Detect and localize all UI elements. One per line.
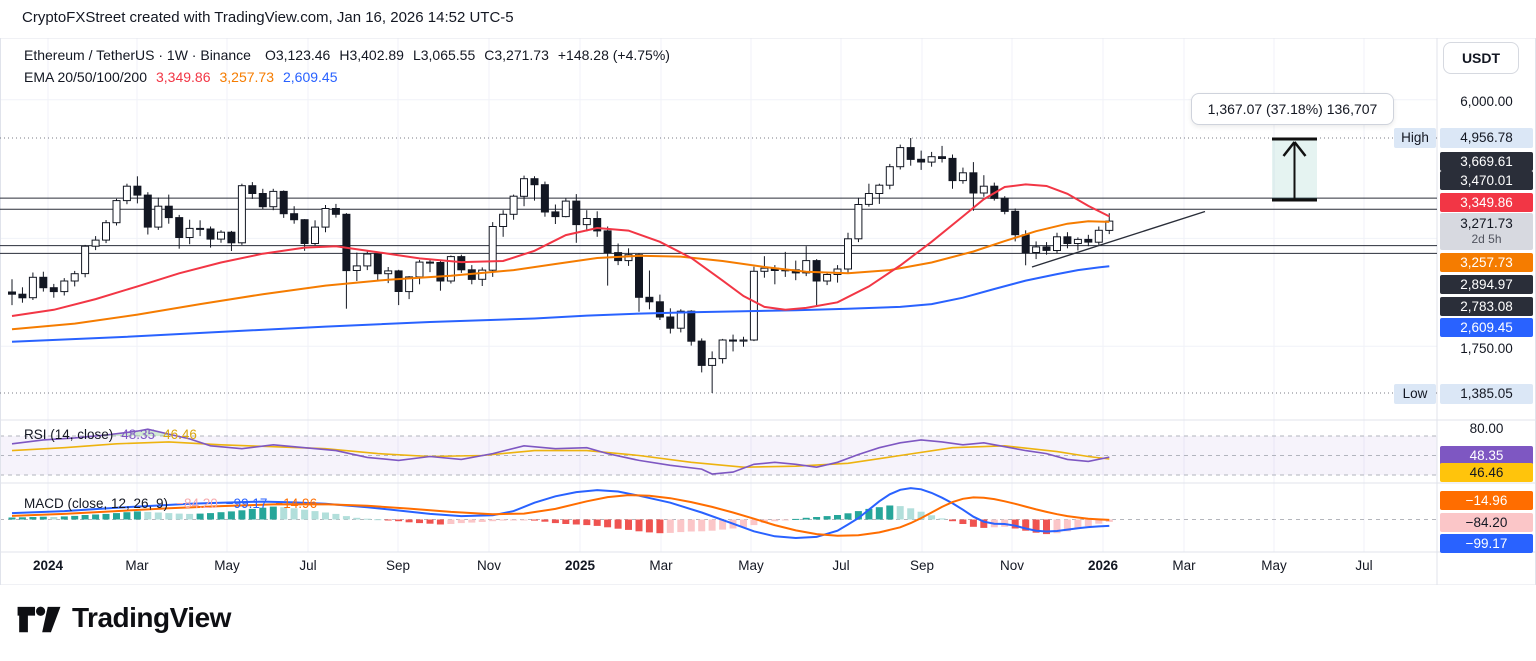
time-axis-label: May (214, 558, 240, 573)
macd-value: −84.20 (176, 496, 218, 511)
time-axis-label: Sep (385, 558, 411, 573)
ohlc-high: H3,402.89 (339, 47, 404, 63)
time-axis-label: Jul (1355, 558, 1373, 573)
scale-tick-label: 6,000.00 (1460, 93, 1513, 109)
price-badge: −84.20 (1440, 512, 1533, 532)
rsi-values: 48.35 46.46 (121, 427, 205, 442)
tradingview-logo-text: TradingView (72, 602, 231, 633)
macd-line (11, 487, 1110, 540)
price-badge: 3,257.73 (1440, 252, 1533, 272)
ohlc-change: +148.28 (+4.75%) (557, 47, 670, 63)
macd-value: −99.17 (225, 496, 268, 511)
time-axis-label: Mar (1172, 558, 1196, 573)
macd-values: −84.20 −99.17 −14.96 (176, 496, 325, 511)
time-axis-label: 2025 (564, 558, 596, 573)
rsi-title[interactable]: RSI (14, close) (24, 427, 114, 442)
ema-label: EMA 20/50/100/200 (24, 69, 147, 85)
high-chip: High (1394, 128, 1436, 148)
macd-signal-line (11, 494, 1110, 537)
currency-toggle-button[interactable]: USDT (1443, 42, 1519, 74)
ema-legend[interactable]: EMA 20/50/100/200 3,349.86 3,257.73 2,609.4… (24, 69, 356, 85)
time-axis-label: Nov (476, 558, 501, 573)
macd-title[interactable]: MACD (close, 12, 26, 9) (24, 496, 169, 511)
tradingview-icon (17, 606, 61, 633)
time-axis-label: Mar (649, 558, 673, 573)
symbol-legend[interactable]: Ethereum / TetherUS · 1W · Binance O3,123… (24, 47, 679, 63)
time-axis-label: 2024 (32, 558, 64, 573)
price-badge: −99.17 (1440, 533, 1533, 553)
rsi-value: 46.46 (163, 427, 197, 442)
price-badge: 3,271.73 2d 5h (1440, 213, 1533, 250)
price-badge: 3,669.61 (1440, 151, 1533, 171)
ema50-line (11, 220, 1110, 331)
price-badge: 2,783.08 (1440, 296, 1533, 316)
scale-tick-label: 80.00 (1469, 420, 1504, 436)
ema200-line (11, 265, 1110, 343)
low-chip: Low (1394, 384, 1436, 404)
scale-tick-label: 1,750.00 (1460, 340, 1513, 356)
rsi-band (0, 436, 1437, 475)
ohlc-close: C3,271.73 (484, 47, 549, 63)
time-axis-label: May (738, 558, 764, 573)
measure-label-callout[interactable]: 1,367.07 (37.18%) 136,707 (1191, 93, 1394, 125)
price-badge: 3,470.01 (1440, 170, 1533, 190)
time-axis-label: Jul (832, 558, 850, 573)
price-badge: 2,894.97 (1440, 274, 1533, 294)
ema-value: 2,609.45 (283, 69, 338, 85)
price-badge: 3,349.86 (1440, 192, 1533, 212)
price-badge: 46.46 (1440, 462, 1533, 482)
chart-canvas[interactable] (0, 38, 1536, 585)
candlesticks-layer (8, 138, 1114, 393)
time-axis-label: Mar (125, 558, 149, 573)
trendline-drawing (1031, 210, 1206, 268)
time-axis-label: Jul (299, 558, 317, 573)
tradingview-logo[interactable]: TradingView (16, 600, 231, 636)
time-axis-label: Nov (999, 558, 1024, 573)
time-axis-label: 2026 (1087, 558, 1119, 573)
price-badge: 2,609.45 (1440, 317, 1533, 337)
ema-values: 3,349.86 3,257.73 2,609.45 (156, 69, 347, 85)
ohlc-low: L3,065.55 (412, 47, 476, 63)
measure-drawing[interactable] (1272, 137, 1317, 202)
rsi-line (11, 428, 1110, 475)
price-badge: −14.96 (1440, 490, 1533, 510)
ema-value: 3,257.73 (219, 69, 275, 85)
macd-legend[interactable]: MACD (close, 12, 26, 9) −84.20 −99.17 −14.9… (24, 496, 333, 511)
macd-histogram (8, 505, 1113, 535)
rsi-value: 48.35 (121, 427, 156, 442)
macd-value: −14.96 (275, 496, 318, 511)
ema-value: 3,349.86 (156, 69, 211, 85)
time-axis-label: Sep (909, 558, 935, 573)
ema20-line (11, 183, 1110, 317)
symbol-title[interactable]: Ethereum / TetherUS · 1W · Binance (24, 47, 251, 63)
rsi-legend[interactable]: RSI (14, close) 48.35 46.46 (24, 427, 213, 442)
high-value: 4,956.78 (1440, 128, 1533, 148)
low-value: 1,385.05 (1440, 384, 1533, 404)
time-axis-label: May (1261, 558, 1287, 573)
ohlc-open: O3,123.46 (264, 47, 331, 63)
price-badge: 48.35 (1440, 445, 1533, 465)
watermark-text: CryptoFXStreet created with TradingView.… (22, 9, 514, 26)
